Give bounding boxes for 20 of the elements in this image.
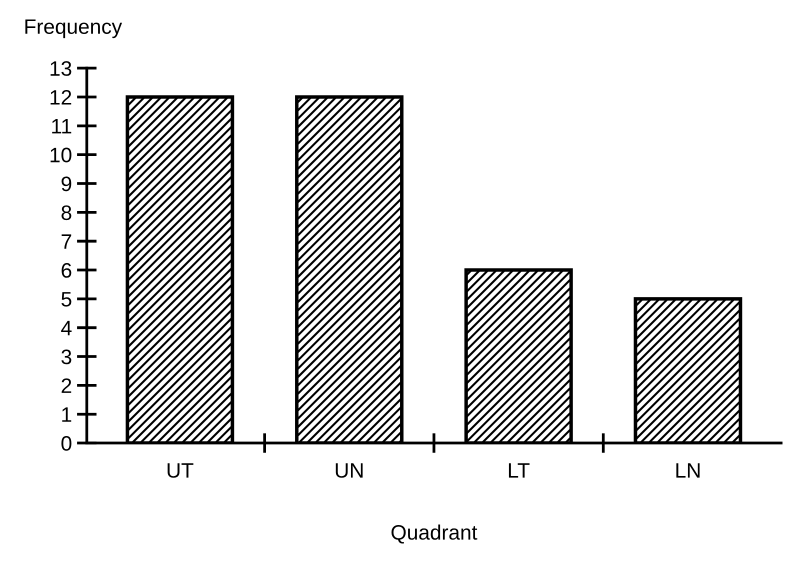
y-tick-label: 11 [52, 119, 72, 134]
x-axis-title: Quadrant [392, 524, 478, 544]
y-tick-label: 3 [61, 350, 72, 364]
y-tick-label: 9 [62, 176, 72, 192]
y-tick-label: 5 [61, 292, 72, 307]
y-tick-label: 12 [50, 90, 72, 105]
y-tick-label: 1 [62, 407, 72, 422]
x-tick-label: UT [168, 463, 194, 478]
x-tick-label: LT [508, 463, 530, 478]
y-tick-label: 8 [62, 205, 72, 220]
y-tick-label: 7 [62, 234, 72, 249]
y-tick-label: 0 [61, 436, 72, 451]
x-tick-label: LN [676, 463, 700, 478]
y-tick-label: 13 [50, 61, 72, 76]
y-tick-label: 2 [62, 378, 72, 393]
y-tick-label: 10 [50, 148, 72, 162]
y-tick-label: 6 [62, 263, 72, 278]
x-tick-label: UN [336, 463, 363, 478]
y-axis-title: Frequency [25, 19, 122, 38]
y-tick-label: 4 [61, 320, 72, 336]
